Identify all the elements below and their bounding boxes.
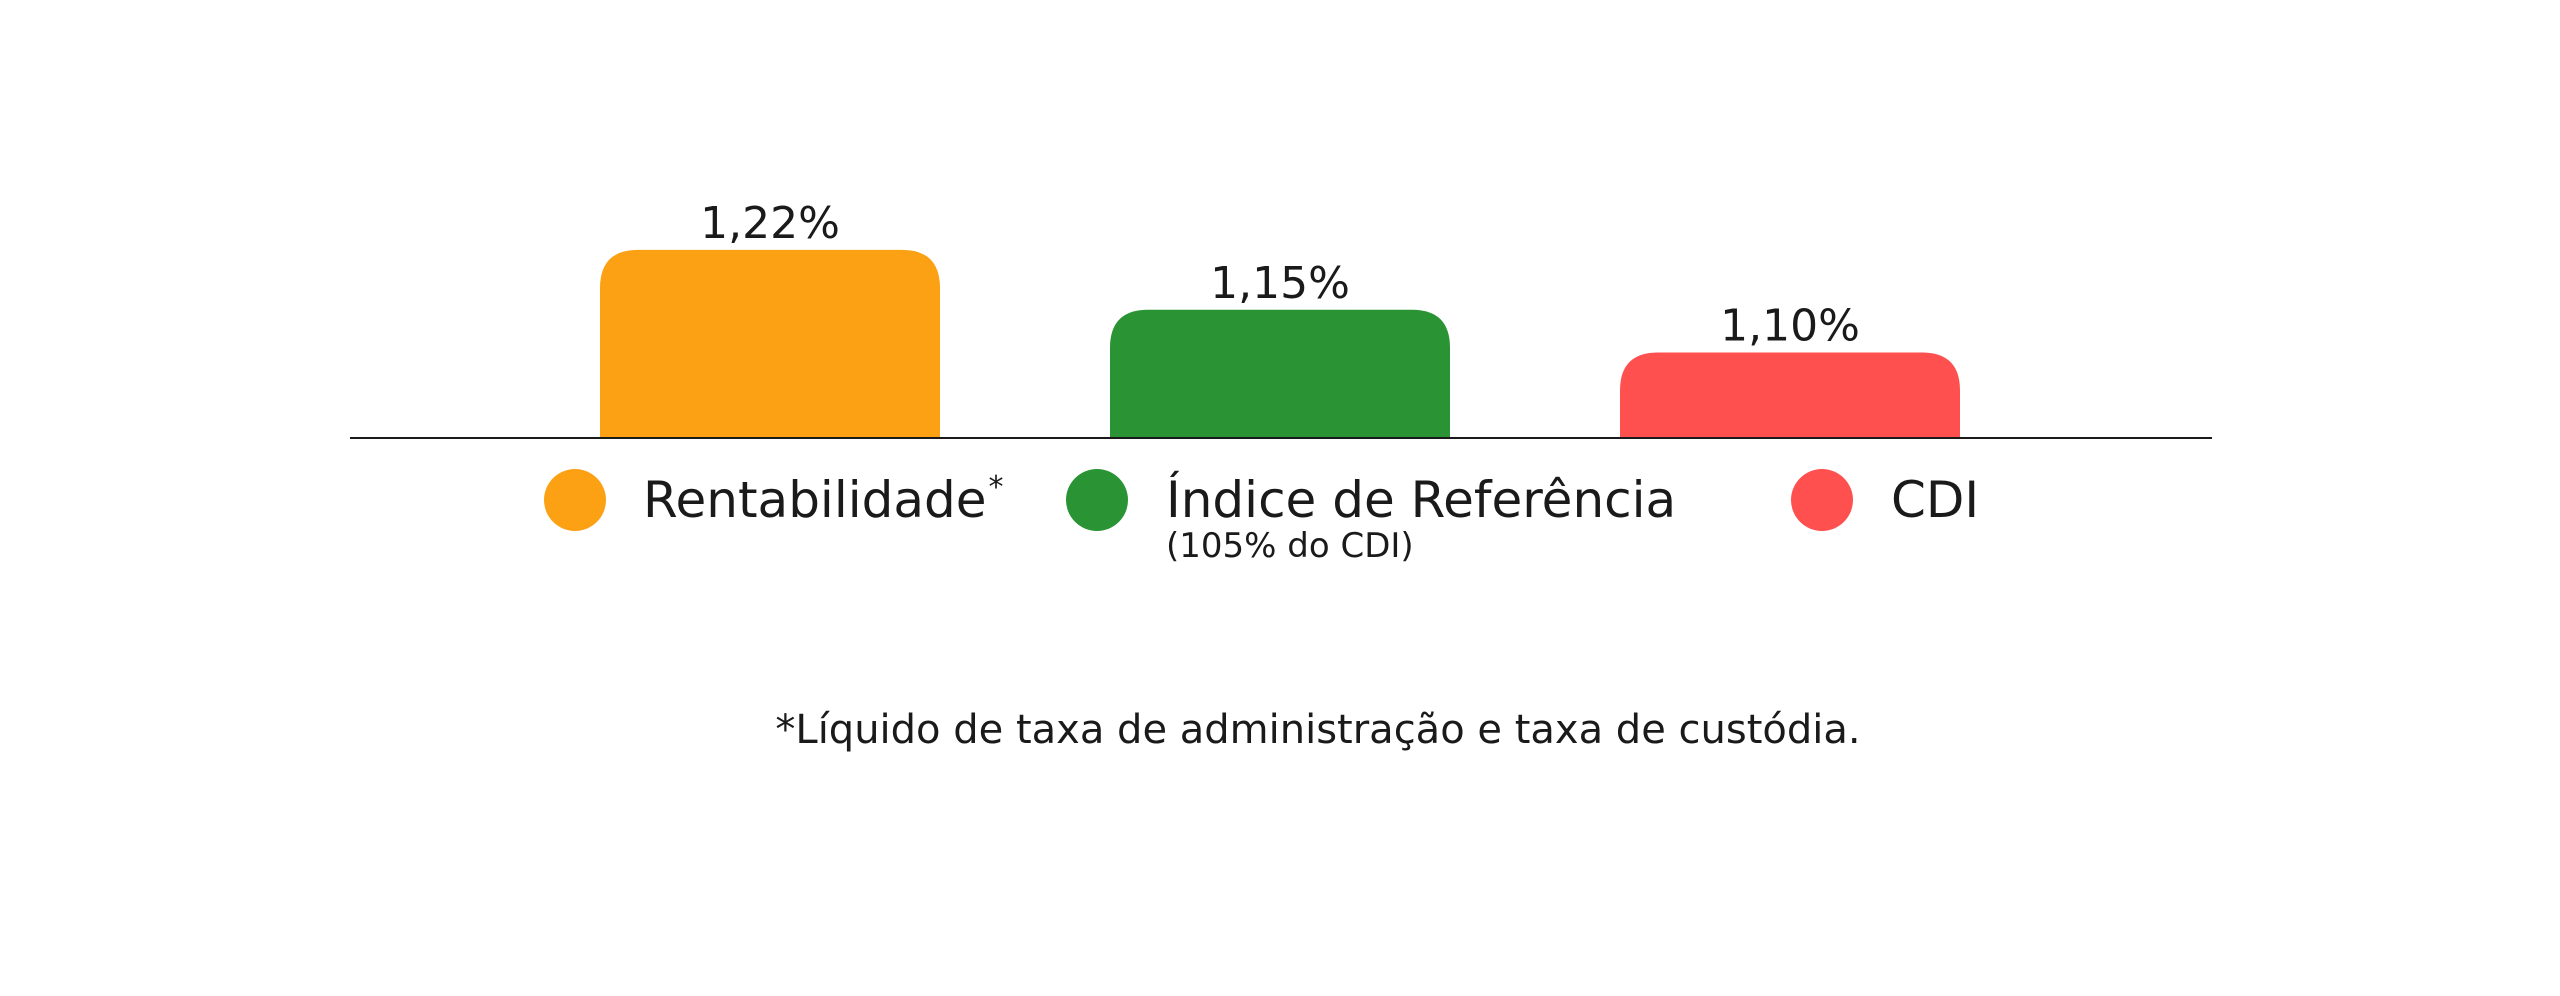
bar-1 (600, 249, 940, 438)
legend-marker-1 (544, 469, 606, 531)
legend-label-1: Rentabilidade (643, 471, 986, 529)
value-labels-group: 1,22% 1,15% 1,10% (700, 198, 1860, 352)
bars-group (600, 249, 1960, 438)
bar-2 (1110, 309, 1450, 438)
legend-label-3: CDI (1891, 471, 1979, 529)
legend-label-2: Índice de Referência (1166, 470, 1676, 529)
value-label-3: 1,10% (1720, 301, 1860, 352)
legend-sublabel-2: (105% do CDI) (1166, 526, 1414, 566)
legend-asterisk-1: * (988, 470, 1003, 505)
legend-marker-2 (1066, 469, 1128, 531)
legend: Rentabilidade * Índice de Referência(105% … (544, 469, 1979, 566)
value-label-1: 1,22% (700, 198, 840, 249)
footnote: *Líquido de taxa de administração e taxa… (775, 707, 1860, 753)
value-label-2: 1,15% (1210, 258, 1350, 309)
legend-marker-3 (1791, 469, 1853, 531)
bar-3 (1620, 352, 1960, 438)
